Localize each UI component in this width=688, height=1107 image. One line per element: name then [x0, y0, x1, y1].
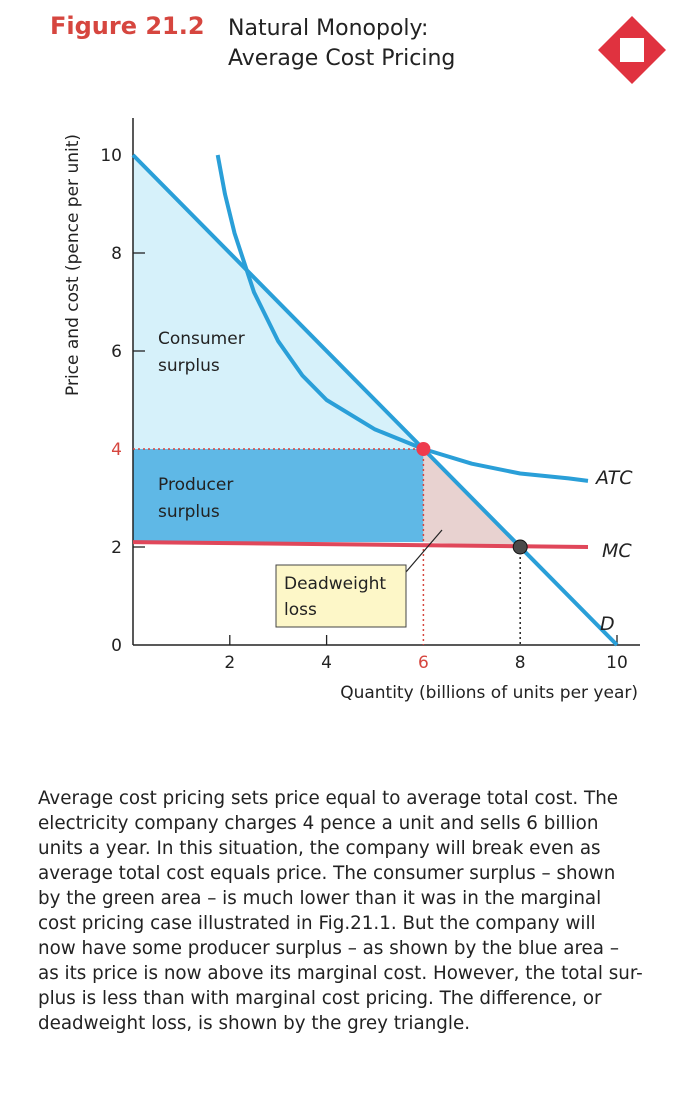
consumer-surplus-label-1: Consumer — [158, 329, 245, 349]
y-tick-label: 2 — [111, 538, 122, 558]
caption-line: plus is less than with marginal cost pri… — [38, 988, 602, 1009]
deadweight-leader-line — [405, 529, 443, 573]
demand-curve — [131, 153, 619, 647]
y-tick-label: 8 — [111, 244, 122, 264]
y-tick-label: 4 — [111, 440, 122, 460]
caption-line: by the green area – is much lower than i… — [38, 888, 602, 909]
producer-surplus-label-1: Producer — [158, 475, 233, 495]
series-label-atc: ATC — [594, 467, 633, 489]
efficient-point — [512, 539, 528, 555]
y-tick-label: 0 — [111, 636, 122, 656]
deadweight-label-box — [275, 564, 407, 628]
x-tick-label: 10 — [606, 653, 628, 673]
producer-surplus-area — [133, 449, 424, 543]
caption-line: average total cost equals price. The con… — [38, 863, 616, 884]
series-label-mc: MC — [602, 540, 632, 562]
caption: Average cost pricing sets price equal to… — [38, 786, 678, 1036]
figure-label: Figure 21.2 — [50, 12, 205, 40]
chart: 0 2 4 6 8 10 2 4 6 8 10 Price and cost (pence per u… — [63, 118, 640, 703]
figure-title-line-1: Natural Monopoly: — [228, 16, 429, 41]
y-tick-label: 10 — [100, 146, 122, 166]
caption-line: cost pricing case illustrated in Fig.21.… — [38, 913, 596, 934]
x-tick-label: 6 — [418, 653, 429, 673]
x-tick-label: 4 — [321, 653, 332, 673]
x-axis-label: Quantity (billions of units per year) — [340, 683, 638, 703]
x-tick-label: 8 — [515, 653, 526, 673]
series-label-d: D — [600, 613, 615, 635]
mc-line — [132, 540, 589, 549]
break-even-point — [416, 442, 431, 456]
caption-line: now have some producer surplus – as show… — [38, 938, 619, 959]
figure-title: Natural Monopoly: Average Cost Pricing — [228, 14, 455, 74]
producer-surplus-label-2: surplus — [158, 502, 220, 522]
caption-line: Average cost pricing sets price equal to… — [38, 788, 619, 809]
red-diamond-icon — [598, 16, 666, 84]
consumer-surplus-label-2: surplus — [158, 356, 220, 376]
y-axis-label: Price and cost (pence per unit) — [63, 134, 83, 396]
atc-curve — [215, 154, 589, 483]
figure-title-line-2: Average Cost Pricing — [228, 46, 456, 71]
y-tick-label: 6 — [111, 342, 122, 362]
caption-line: deadweight loss, is shown by the grey tr… — [38, 1013, 471, 1034]
caption-line: as its price is now above its marginal c… — [38, 963, 643, 984]
deadweight-label-1: Deadweight — [284, 574, 386, 594]
deadweight-label-2: loss — [284, 600, 317, 620]
caption-line: electricity company charges 4 pence a un… — [38, 813, 599, 834]
caption-line: units a year. In this situation, the com… — [38, 838, 601, 859]
x-tick-label: 2 — [224, 653, 235, 673]
